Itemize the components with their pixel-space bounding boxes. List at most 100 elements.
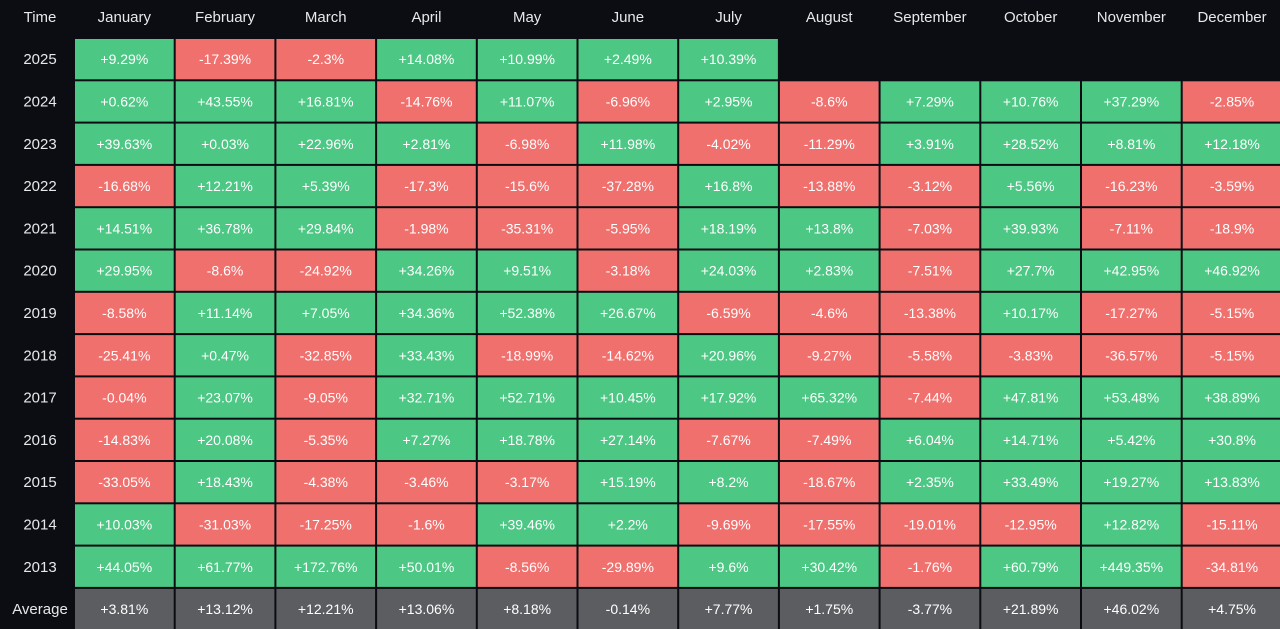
cell-2020-october	[981, 250, 1080, 291]
cell-2020-april	[377, 250, 476, 291]
cell-2018-april	[377, 335, 476, 376]
cell-label: +2.49%	[604, 51, 652, 67]
cell-2016-april	[377, 419, 476, 460]
cell-label: -17.25%	[300, 516, 352, 532]
cell-2015-march	[276, 462, 376, 503]
cell-2016-july	[679, 419, 778, 460]
cell-label: +33.43%	[399, 347, 455, 363]
cell-label: +1.75%	[805, 601, 853, 617]
cell-2022-august	[779, 165, 879, 207]
row-label-2018: 2018	[23, 347, 56, 364]
cell-label: -14.76%	[400, 93, 452, 109]
cell-2017-october	[981, 377, 1080, 418]
cell-2023-july	[679, 123, 778, 164]
cell-2019-july	[679, 292, 778, 334]
cell-label: +17.92%	[701, 390, 757, 406]
row-label-2024: 2024	[23, 93, 56, 110]
cell-label: -7.11%	[1110, 220, 1153, 236]
cell-label: -3.77%	[908, 601, 952, 617]
cell-2014-april	[377, 504, 476, 545]
cell-2019-february	[175, 292, 275, 334]
cell-label: +18.43%	[197, 474, 253, 490]
cell-label: +24.03%	[701, 263, 757, 279]
cell-label: -33.05%	[98, 474, 150, 490]
cell-label: +18.78%	[499, 432, 555, 448]
cell-label: +10.03%	[97, 516, 153, 532]
cell-label: +5.42%	[1107, 432, 1155, 448]
cell-label: +9.6%	[709, 559, 749, 575]
cell-2014-december	[1182, 504, 1280, 545]
cell-2022-september	[880, 165, 980, 207]
cell-2018-december	[1182, 335, 1280, 376]
cell-2016-may	[477, 419, 577, 460]
cell-label: +2.35%	[906, 474, 954, 490]
cell-2016-october	[981, 419, 1080, 460]
cell-label: -15.6%	[505, 178, 549, 194]
cell-label: -29.89%	[602, 559, 654, 575]
corner-label: Time	[24, 9, 57, 26]
cell-label: +30.42%	[801, 559, 857, 575]
cell-label: -18.67%	[803, 474, 855, 490]
cell-label: -9.05%	[304, 390, 348, 406]
cell-2023-august	[779, 123, 879, 164]
cell-2018-january	[75, 335, 174, 376]
cell-label: -18.9%	[1210, 220, 1254, 236]
column-header-february: February	[195, 9, 256, 26]
cell-2016-june	[578, 419, 678, 460]
cell-2019-march	[276, 292, 376, 334]
cell-label: -9.69%	[706, 516, 750, 532]
cell-2023-november	[1082, 123, 1181, 164]
cell-label: -3.18%	[606, 263, 650, 279]
cell-label: +15.19%	[600, 474, 656, 490]
cell-label: -4.02%	[706, 136, 750, 152]
column-header-october: October	[1004, 9, 1057, 26]
cell-2021-january	[75, 208, 174, 249]
cell-2023-may	[477, 123, 577, 164]
cell-label: +8.18%	[503, 601, 551, 617]
cell-label: -25.41%	[98, 347, 150, 363]
cell-label: -17.3%	[404, 178, 448, 194]
cell-label: +28.52%	[1003, 136, 1059, 152]
cell-label: +36.78%	[197, 220, 253, 236]
cell-2021-december	[1182, 208, 1280, 249]
cell-label: -0.04%	[102, 390, 146, 406]
cell-label: +14.08%	[399, 51, 455, 67]
cell-label: +10.39%	[701, 51, 757, 67]
cell-average-may	[477, 588, 577, 629]
cell-label: +10.45%	[600, 390, 656, 406]
cell-label: +38.89%	[1204, 390, 1260, 406]
cell-2024-april	[377, 81, 476, 122]
cell-2018-may	[477, 335, 577, 376]
cell-2019-august	[779, 292, 879, 334]
cell-2021-august	[779, 208, 879, 249]
cell-2023-march	[276, 123, 376, 164]
cell-label: -1.76%	[908, 559, 952, 575]
cell-2022-january	[75, 165, 174, 207]
cell-2021-september	[880, 208, 980, 249]
cell-2024-june	[578, 81, 678, 122]
cell-2024-july	[679, 81, 778, 122]
cell-2017-january	[75, 377, 174, 418]
cell-label: +53.48%	[1104, 390, 1160, 406]
cell-label: -16.23%	[1105, 178, 1157, 194]
cell-label: +7.77%	[705, 601, 753, 617]
cell-2014-january	[75, 504, 174, 545]
cell-label: -0.14%	[606, 601, 650, 617]
cell-label: -4.38%	[304, 474, 348, 490]
cell-label: +11.14%	[198, 305, 253, 321]
cell-2022-may	[477, 165, 577, 207]
cell-2014-september	[880, 504, 980, 545]
cell-label: -1.98%	[404, 220, 448, 236]
cell-label: -32.85%	[300, 347, 352, 363]
cell-label: -3.12%	[908, 178, 952, 194]
cell-label: +34.36%	[399, 305, 455, 321]
cell-2019-december	[1182, 292, 1280, 334]
cell-label: +16.8%	[705, 178, 753, 194]
cell-label: -17.27%	[1105, 305, 1157, 321]
cell-average-december	[1182, 588, 1280, 629]
cell-label: +0.62%	[100, 93, 148, 109]
cell-label: -15.11%	[1206, 516, 1257, 532]
cell-2017-july	[679, 377, 778, 418]
cell-2018-august	[779, 335, 879, 376]
cell-label: +30.8%	[1208, 432, 1256, 448]
